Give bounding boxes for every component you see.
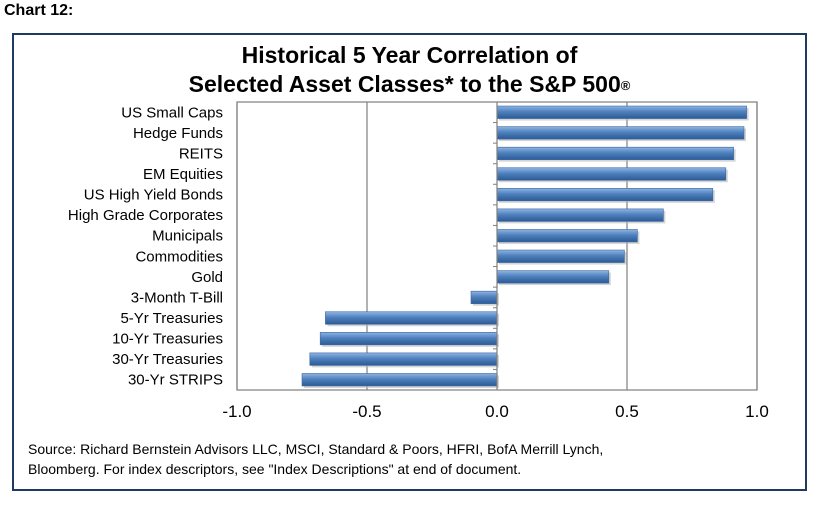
chart-frame [12, 33, 807, 491]
bar [496, 270, 610, 284]
category-label: US High Yield Bonds [84, 187, 223, 204]
source-line-1: Source: Richard Bernstein Advisors LLC, … [28, 441, 604, 457]
category-label: High Grade Corporates [68, 207, 223, 224]
bar [309, 352, 498, 366]
bar [496, 208, 664, 222]
category-label: 30-Yr STRIPS [128, 372, 223, 389]
chart-title-line-1: Historical 5 Year Correlation of [241, 42, 578, 68]
source-note: Source: Richard Bernstein Advisors LLC, … [28, 439, 798, 479]
chart-number-label: Chart 12: [4, 2, 74, 19]
bar [319, 332, 498, 346]
category-label: 5-Yr Treasuries [120, 310, 223, 327]
category-label: 10-Yr Treasuries [112, 331, 223, 348]
bar [325, 311, 498, 325]
chart-title-text: Selected Asset Classes* to the S&P 500 [188, 71, 621, 97]
category-label: 3-Month T-Bill [131, 289, 223, 306]
x-tick-label: 1.0 [745, 402, 769, 421]
category-label: REITS [179, 145, 223, 162]
category-label: Hedge Funds [133, 125, 223, 142]
bar [470, 290, 498, 304]
bar [496, 188, 714, 202]
chart-title-line-2: Selected Asset Classes* to the S&P 500® [12, 70, 807, 99]
source-line-2: Bloomberg. For index descriptors, see "I… [28, 461, 522, 477]
category-label: Gold [191, 269, 223, 286]
bar [496, 146, 734, 160]
x-tick-label: -1.0 [222, 402, 251, 421]
category-label: Commodities [135, 248, 223, 265]
category-label: EM Equities [143, 166, 223, 183]
x-tick-label: 0.0 [485, 402, 509, 421]
x-tick-label: -0.5 [352, 402, 381, 421]
bar [496, 229, 638, 243]
x-tick-label: 0.5 [615, 402, 639, 421]
bar [496, 167, 727, 181]
bar [496, 105, 747, 119]
bar [301, 373, 498, 387]
category-label: US Small Caps [121, 104, 223, 121]
registered-mark: ® [620, 78, 631, 93]
category-label: Municipals [152, 228, 223, 245]
bar [496, 126, 745, 140]
bar [496, 249, 625, 263]
category-label: 30-Yr Treasuries [112, 351, 223, 368]
